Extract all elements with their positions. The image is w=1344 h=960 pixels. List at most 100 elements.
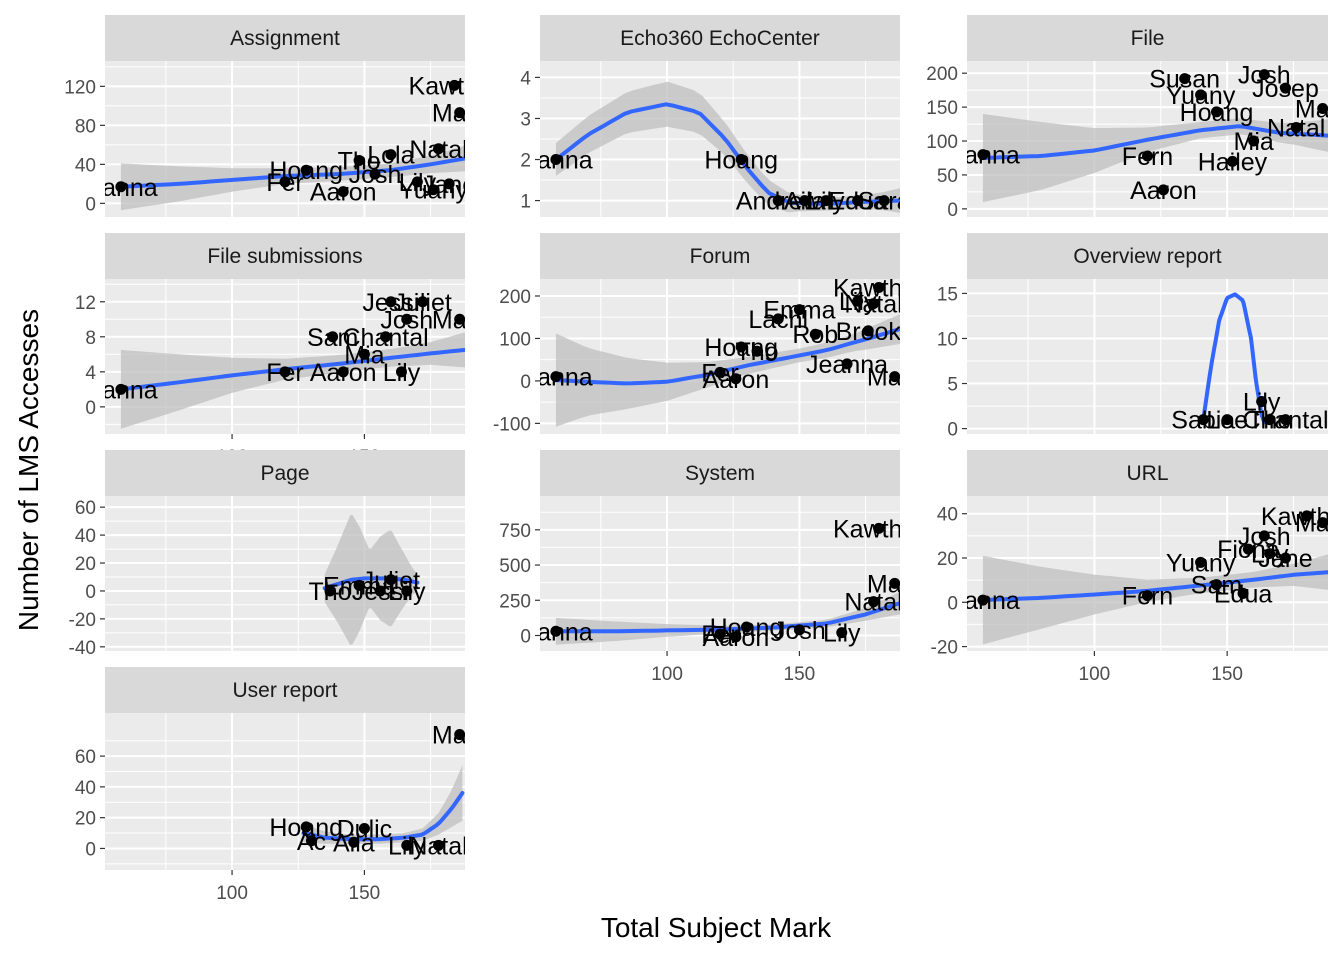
data-point (852, 195, 864, 207)
data-point (454, 313, 465, 325)
point-label: Aaron (1130, 177, 1197, 205)
facet-strip (967, 15, 1328, 61)
facet-strip-label: Page (260, 462, 309, 485)
point-label: Tho (736, 338, 779, 366)
data-point (279, 176, 291, 188)
point-label: Lachl (748, 306, 808, 334)
data-point (353, 579, 365, 591)
point-label: Lily (388, 832, 426, 860)
y-tick-label: 0 (947, 593, 958, 614)
point-label: Sam (307, 324, 358, 352)
data-point (868, 596, 880, 608)
confidence-band (982, 113, 1328, 203)
y-tick-label: 60 (75, 498, 96, 519)
confidence-band (120, 145, 465, 211)
confidence-band (555, 81, 900, 213)
point-label: Aila (333, 829, 375, 857)
point-label: Susan (1149, 66, 1220, 94)
facet-strip-label: Overview report (1073, 245, 1221, 268)
point-label: Lee (1206, 407, 1248, 435)
data-point (977, 594, 989, 606)
y-tick-label: 150 (926, 98, 958, 119)
y-tick-label: 0 (520, 372, 531, 393)
data-point (1195, 89, 1207, 101)
confidence-band (120, 332, 465, 429)
smooth-line (301, 791, 465, 842)
data-point (878, 195, 890, 207)
point-label: Juliet (362, 567, 420, 595)
data-point (862, 325, 874, 337)
point-label: Josh (349, 161, 402, 189)
y-tick-label: 4 (85, 363, 96, 384)
data-point (433, 839, 445, 851)
y-tick-label: -40 (69, 638, 96, 659)
y-tick-label: 4 (520, 68, 531, 89)
point-label: Mark (867, 570, 923, 598)
y-tick-label: 0 (520, 627, 531, 648)
data-point (385, 149, 397, 161)
point-label: Hanna (519, 618, 593, 646)
data-point (115, 181, 127, 193)
x-axis-title: Total Subject Mark (601, 912, 832, 943)
point-label: Mark (432, 100, 488, 128)
data-point (799, 195, 811, 207)
point-label: Aaron (703, 624, 770, 652)
data-point (873, 522, 885, 534)
data-point (324, 585, 336, 597)
smooth-line (980, 570, 1328, 603)
facet-overview-report: Overview report 0 5 10 15 SabiaLeeLilyThoChan… (937, 233, 1328, 441)
y-tick-label: 5 (947, 375, 958, 396)
y-tick-label: 0 (947, 420, 958, 441)
y-tick-label: 500 (499, 556, 531, 577)
data-point (348, 836, 360, 848)
point-label: Aaron (310, 359, 377, 387)
data-point (353, 154, 365, 166)
data-point (380, 331, 392, 343)
data-point (358, 822, 370, 834)
facet-strip-label: Forum (690, 245, 751, 268)
point-label: Tho (308, 578, 351, 606)
smooth-line (553, 327, 900, 386)
data-point (337, 366, 349, 378)
data-point (820, 195, 832, 207)
y-tick-label: 20 (937, 549, 958, 570)
point-label: Natal (409, 832, 467, 860)
data-point (1290, 121, 1302, 133)
data-point (443, 178, 455, 190)
point-label: Josep (1252, 75, 1319, 103)
data-point (889, 577, 900, 589)
data-point (868, 298, 880, 310)
data-point (401, 839, 413, 851)
data-point (1317, 102, 1328, 114)
facet-strip (540, 233, 900, 279)
data-point (374, 585, 386, 597)
facet-panels: Assignment04080120HannaKawtharMarkNatalL… (64, 15, 1328, 904)
point-label: Mia (1234, 128, 1274, 156)
facet-strip-label: User report (232, 679, 337, 702)
data-point (550, 371, 562, 383)
y-tick-label: 200 (499, 287, 531, 308)
data-point (714, 366, 726, 378)
x-tick-label: 150 (1211, 664, 1243, 685)
x-tick-label: 100 (651, 664, 683, 685)
point-label: Natal (844, 291, 902, 319)
panel-content: HannaSusanJoshJosepYuanyHoangMarkFernAar… (967, 62, 1328, 205)
facet-strip-label: URL (1126, 462, 1168, 485)
smooth-line (553, 102, 900, 206)
data-point (977, 149, 989, 161)
point-label: Fer (266, 359, 304, 387)
data-point (401, 585, 413, 597)
y-tick-label: 750 (499, 521, 531, 542)
facet-strip (105, 15, 465, 61)
data-point (730, 373, 742, 385)
facet-strip-label: File submissions (207, 245, 362, 268)
data-point (395, 366, 407, 378)
point-label: Aaron (703, 366, 770, 394)
facet-strip (967, 450, 1328, 496)
